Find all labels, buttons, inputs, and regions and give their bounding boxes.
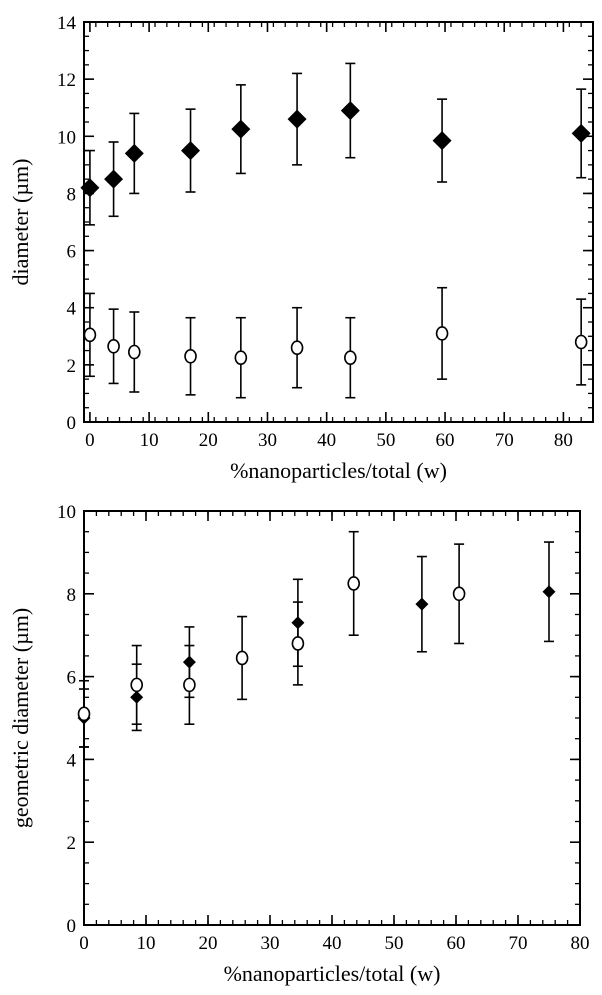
x-tick-label: 70 [509, 933, 528, 954]
x-tick-label: 70 [495, 430, 514, 451]
y-tick-label: 8 [67, 184, 77, 205]
data-point-diamond [340, 101, 360, 121]
data-point-circle [435, 326, 449, 341]
x-tick-label: 80 [571, 933, 590, 954]
x-tick-label: 30 [261, 933, 280, 954]
data-point-circle [130, 677, 143, 693]
data-point-circle [344, 350, 357, 366]
x-tick-label: 80 [554, 430, 573, 451]
y-tick-label: 4 [67, 750, 77, 771]
y-tick-label: 6 [67, 242, 77, 263]
x-tick-label: 0 [79, 933, 89, 954]
data-point-circle [452, 586, 466, 602]
x-tick-label: 40 [317, 430, 336, 451]
data-point-circle [77, 706, 91, 722]
data-point-circle [347, 576, 361, 591]
chart-bottom: 0 10 20 30 40 50 60 70 80 0 2 4 6 8 10 %nanoparticles/t… [8, 502, 590, 986]
data-point-diamond [80, 178, 100, 198]
y-tick-label: 14 [57, 13, 77, 34]
x-tick-label: 50 [385, 933, 404, 954]
y-tick-label: 0 [67, 413, 77, 434]
x-axis-label: %nanoparticles/total (w) [230, 458, 447, 483]
y-axis-label: diameter (µm) [8, 159, 33, 286]
x-tick-label: 50 [376, 430, 395, 451]
data-point-diamond [415, 597, 429, 611]
y-tick-label: 2 [67, 833, 77, 854]
data-point-circle [107, 338, 120, 354]
chart-top: 0 10 20 30 40 50 60 70 80 0 2 4 6 8 10 12 14 %nanoparticl… [8, 13, 594, 483]
data-point-diamond [124, 143, 144, 163]
y-tick-label: 10 [57, 502, 76, 523]
plot-frame [83, 510, 581, 926]
data-point-circle [183, 677, 196, 693]
x-tick-label: 0 [85, 430, 95, 451]
x-tick-label: 20 [199, 933, 218, 954]
data-point-diamond [287, 109, 307, 129]
data-point-diamond [181, 141, 201, 161]
data-point-circle [128, 344, 141, 360]
data-point-circle [291, 636, 305, 651]
data-point-diamond [104, 169, 124, 189]
y-tick-label: 2 [67, 356, 77, 377]
y-axis-label: geometric diameter (µm) [8, 608, 33, 828]
x-tick-label: 60 [436, 430, 455, 451]
x-tick-label: 60 [447, 933, 466, 954]
x-tick-label: 40 [323, 933, 342, 954]
y-tick-label: 12 [57, 70, 76, 91]
x-tick-label: 30 [258, 430, 277, 451]
plot-frame [83, 21, 594, 423]
x-axis-label: %nanoparticles/total (w) [224, 961, 441, 986]
data-point-diamond [231, 119, 251, 139]
x-tick-label: 20 [199, 430, 218, 451]
data-point-circle [234, 350, 248, 366]
y-tick-label: 0 [67, 916, 77, 937]
y-tick-label: 4 [67, 299, 77, 320]
data-point-diamond [542, 585, 556, 599]
data-point-circle [184, 348, 197, 364]
data-point-circle [83, 327, 97, 343]
y-tick-label: 10 [57, 127, 76, 148]
data-point-circle [290, 340, 304, 356]
x-tick-label: 10 [140, 430, 159, 451]
x-tick-label: 10 [137, 933, 156, 954]
y-tick-label: 6 [67, 668, 77, 689]
data-point-diamond [571, 123, 591, 143]
data-point-diamond [432, 131, 452, 151]
data-point-circle [574, 334, 588, 350]
y-tick-label: 8 [67, 585, 77, 606]
data-point-circle [235, 650, 249, 666]
